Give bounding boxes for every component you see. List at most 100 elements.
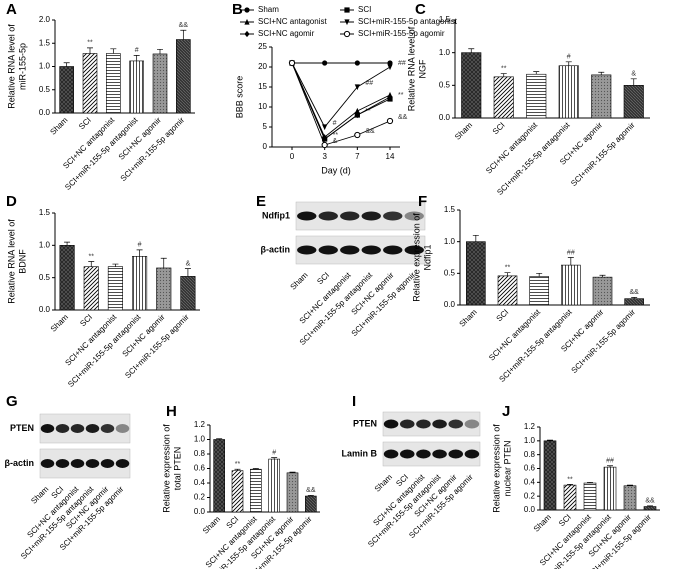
panel-label: A bbox=[6, 1, 17, 18]
bar bbox=[603, 466, 617, 511]
annotation: && bbox=[179, 22, 189, 29]
marker bbox=[322, 60, 328, 66]
y-tick-label: 0.5 bbox=[444, 268, 456, 277]
y-tick-label: 5 bbox=[263, 122, 268, 131]
blot-band bbox=[40, 424, 55, 433]
y-axis-label: Relative expression of bbox=[491, 424, 501, 513]
marker bbox=[354, 107, 360, 114]
y-tick-label: 0.6 bbox=[524, 464, 536, 473]
annotation: && bbox=[306, 487, 316, 494]
bar bbox=[231, 470, 244, 513]
y-tick-label: 0.8 bbox=[524, 450, 536, 459]
error-bar bbox=[133, 54, 140, 61]
legend-label: SCI+NC antagonist bbox=[258, 17, 327, 26]
blot-background bbox=[39, 448, 131, 479]
blot-row-label: β-actin bbox=[261, 244, 291, 254]
annotation: ## bbox=[365, 80, 373, 87]
bar bbox=[129, 60, 144, 114]
error-bar bbox=[112, 263, 119, 267]
error-bar bbox=[63, 62, 70, 67]
error-bar bbox=[598, 71, 605, 75]
blot-band bbox=[464, 449, 480, 459]
error-bar bbox=[565, 61, 572, 66]
blot-band bbox=[100, 424, 115, 433]
annotation: # bbox=[135, 47, 139, 54]
bar bbox=[132, 256, 148, 311]
bar bbox=[305, 495, 317, 513]
series-line bbox=[291, 62, 391, 146]
error-bar bbox=[547, 439, 553, 441]
annotation: ## bbox=[567, 249, 575, 256]
x-tick-label: 14 bbox=[386, 152, 395, 161]
y-tick-label: 0.0 bbox=[194, 507, 206, 516]
error-bar bbox=[110, 48, 117, 54]
y-axis-label: Relative expression of bbox=[161, 424, 171, 513]
blot-band bbox=[448, 419, 464, 429]
y-tick-label: 0.2 bbox=[524, 491, 536, 500]
annotation: && bbox=[365, 128, 375, 135]
annotation: ** bbox=[89, 253, 95, 260]
blot-band bbox=[432, 449, 447, 459]
annotation: && bbox=[398, 114, 408, 121]
error-bar bbox=[647, 505, 653, 507]
marker bbox=[344, 7, 350, 13]
annotation: && bbox=[629, 289, 639, 296]
marker bbox=[354, 84, 360, 91]
blot-band bbox=[318, 211, 338, 221]
y-tick-label: 1.0 bbox=[194, 435, 206, 444]
blot-row-label: PTEN bbox=[10, 423, 34, 433]
annotation: & bbox=[186, 260, 191, 267]
blot-band bbox=[416, 419, 431, 429]
y-tick-label: 1.0 bbox=[524, 436, 536, 445]
y-axis-label: nuclear PTEN bbox=[502, 440, 512, 496]
error-bar bbox=[504, 272, 511, 276]
panel-label: I bbox=[352, 393, 356, 410]
bar bbox=[461, 52, 482, 119]
y-tick-label: 0.5 bbox=[439, 80, 451, 89]
panel-label: J bbox=[502, 403, 510, 420]
bar bbox=[497, 275, 518, 306]
error-bar bbox=[184, 268, 191, 277]
marker bbox=[322, 124, 328, 131]
bar bbox=[59, 66, 74, 114]
bar bbox=[213, 439, 225, 513]
y-tick-label: 1.0 bbox=[39, 240, 51, 249]
bar bbox=[561, 264, 581, 306]
bar bbox=[180, 276, 196, 311]
blot-background bbox=[382, 411, 481, 437]
annotation: # bbox=[272, 449, 276, 456]
blot-band bbox=[432, 419, 447, 429]
annotation: & bbox=[631, 71, 636, 78]
error-bar bbox=[160, 257, 167, 268]
error-bar bbox=[216, 438, 223, 440]
x-axis-label: Day (d) bbox=[321, 165, 351, 175]
bar bbox=[526, 73, 547, 119]
annotation: ** bbox=[501, 65, 507, 72]
y-tick-label: 1.5 bbox=[439, 15, 451, 24]
blot-background bbox=[39, 413, 131, 444]
legend-label: SCI bbox=[358, 5, 371, 14]
annotation: ** bbox=[505, 265, 511, 272]
bar bbox=[466, 241, 486, 306]
error-bar bbox=[64, 241, 71, 246]
x-tick-label: Sham bbox=[458, 307, 479, 328]
error-bar bbox=[234, 468, 241, 471]
legend-label: Sham bbox=[258, 5, 279, 14]
x-tick-label: 0 bbox=[290, 152, 295, 161]
error-bar bbox=[567, 257, 574, 266]
marker bbox=[344, 19, 350, 26]
error-bar bbox=[631, 297, 638, 299]
blot-band bbox=[40, 459, 55, 468]
blot-band bbox=[318, 245, 338, 255]
blot-background bbox=[382, 441, 481, 467]
y-axis-label: Relative RNA level of bbox=[406, 26, 416, 111]
y-tick-label: 0.0 bbox=[524, 505, 536, 514]
annotation: ## bbox=[398, 60, 406, 67]
blot-band bbox=[448, 449, 464, 459]
y-tick-label: 0.0 bbox=[444, 300, 456, 309]
x-tick-label: Sham bbox=[453, 120, 474, 141]
marker bbox=[244, 18, 250, 25]
blot-background bbox=[295, 235, 426, 265]
panel-label: F bbox=[418, 193, 427, 210]
legend-label: SCI+NC agomir bbox=[258, 29, 315, 38]
